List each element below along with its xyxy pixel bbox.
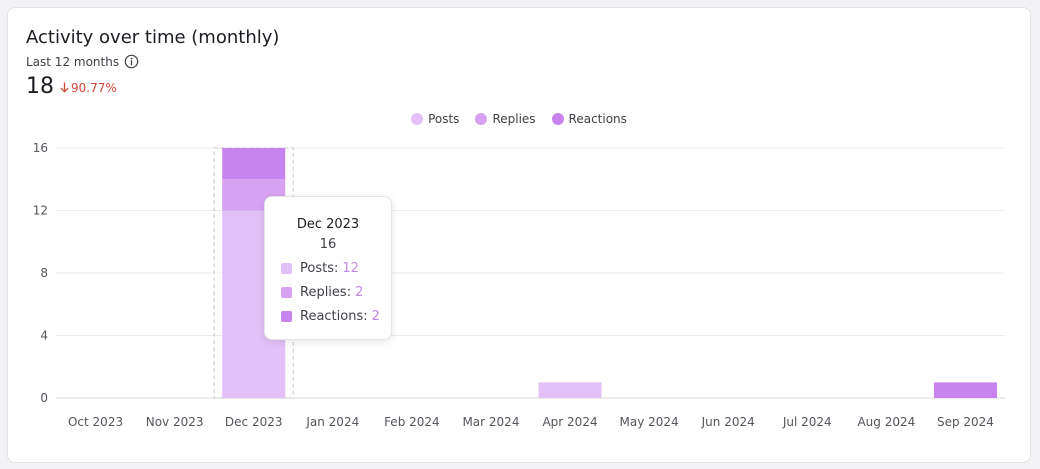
y-tick-label: 4 [40,329,48,343]
y-tick-label: 0 [40,391,48,405]
chart-title: Activity over time (monthly) [26,27,280,48]
x-tick-label: Sep 2024 [937,415,994,429]
bar-posts[interactable] [538,382,602,398]
tooltip-row-replies: Replies: 2 [281,285,363,300]
bar-reactions[interactable] [222,148,286,180]
x-tick-label: Apr 2024 [542,415,597,429]
kpi-delta-value: 90.77% [71,80,117,95]
x-tick-label: Jan 2024 [305,415,359,429]
kpi-delta: 90.77% [60,81,117,95]
kpi-value: 18 [26,74,54,99]
x-tick-label: Nov 2023 [146,415,204,429]
legend-swatch-posts [411,113,424,125]
tooltip-swatch-replies [281,287,292,298]
x-tick-label: Aug 2024 [857,415,915,429]
y-tick-label: 8 [40,266,48,280]
tooltip-value-reactions: 2 [371,309,380,324]
activity-card: Activity over time (monthly) Last 12 mon… [7,7,1031,463]
x-tick-label: Oct 2023 [68,415,123,429]
x-tick-label: May 2024 [620,415,679,429]
chart-legend: Posts Replies Reactions [8,112,1030,126]
period-label: Last 12 months [26,54,120,69]
tooltip-swatch-posts [281,263,292,274]
chart-tooltip: Dec 2023 16 Posts: 12 Replies: 2 Reactio… [264,196,392,340]
tooltip-label-posts: Posts: [300,261,339,276]
legend-label-posts: Posts [428,112,460,126]
legend-item-posts[interactable]: Posts [411,112,459,126]
arrow-down-icon [60,82,69,93]
y-tick-label: 16 [33,141,48,155]
legend-swatch-replies [475,113,488,125]
chart-subtitle: Last 12 months [26,54,139,69]
tooltip-label-reactions: Reactions: [300,309,368,324]
tooltip-label-replies: Replies: [300,285,352,300]
tooltip-title: Dec 2023 [296,217,360,232]
legend-item-replies[interactable]: Replies [475,112,536,126]
x-tick-label: Mar 2024 [462,415,519,429]
legend-item-reactions[interactable]: Reactions [551,112,627,126]
tooltip-swatch-reactions [281,311,292,322]
tooltip-value-posts: 12 [342,261,359,276]
x-tick-label: Feb 2024 [384,415,440,429]
x-tick-label: Jul 2024 [782,415,832,429]
legend-label-reactions: Reactions [568,112,627,126]
tooltip-total: 16 [319,237,337,252]
tooltip-value-replies: 2 [355,285,364,300]
legend-label-replies: Replies [492,112,536,126]
info-circle-icon[interactable] [124,54,139,69]
y-tick-label: 12 [33,204,48,218]
stacked-bar-chart: 0 4 8 12 16 Oct 2023 Nov 2023 Dec 2023 Jan 2024 F… [33,141,1005,429]
tooltip-row-posts: Posts: 12 [281,261,359,276]
tooltip-row-reactions: Reactions: 2 [281,309,380,324]
x-tick-label: Jun 2024 [701,415,755,429]
kpi: 18 90.77% [26,74,117,99]
x-tick-label: Dec 2023 [225,415,283,429]
bar-reactions[interactable] [933,382,997,398]
legend-swatch-reactions [551,113,564,125]
